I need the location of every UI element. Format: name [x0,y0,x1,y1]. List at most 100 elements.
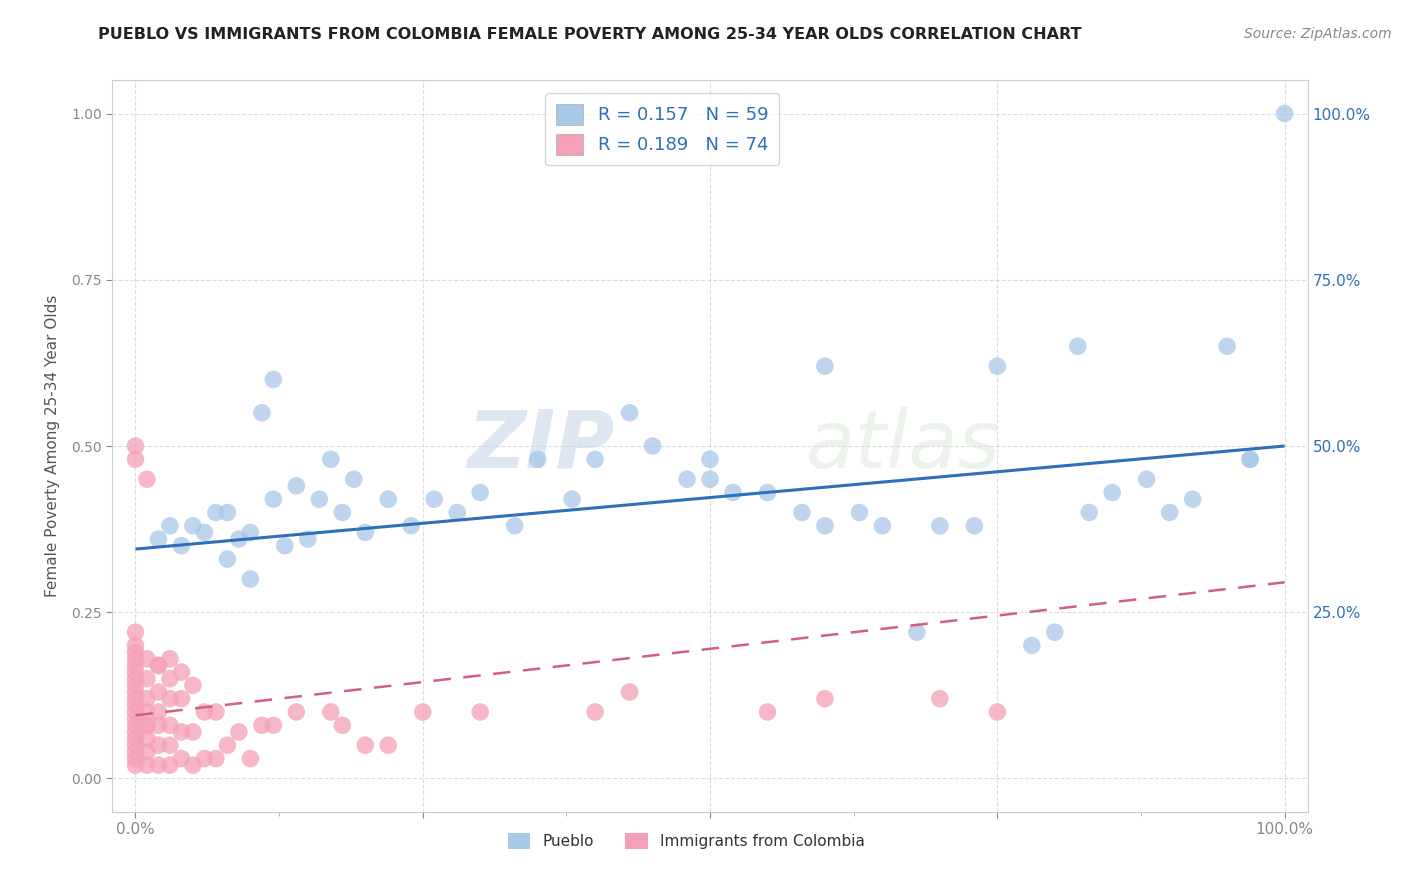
Point [124,705,146,719]
Point [148,705,170,719]
Point [756,485,779,500]
Text: Source: ZipAtlas.com: Source: ZipAtlas.com [1244,27,1392,41]
Point [159,518,181,533]
Point [619,685,641,699]
Point [124,691,146,706]
Point [377,492,399,507]
Point [136,718,159,732]
Point [170,725,193,739]
Point [319,705,342,719]
Point [193,751,215,765]
Point [124,665,146,679]
Point [205,705,228,719]
Legend: Pueblo, Immigrants from Colombia: Pueblo, Immigrants from Colombia [502,827,870,855]
Point [148,532,170,546]
Point [583,705,606,719]
Point [124,452,146,467]
Point [124,685,146,699]
Point [239,751,262,765]
Point [297,532,319,546]
Point [1078,506,1101,520]
Point [124,658,146,673]
Point [986,705,1008,719]
Point [148,738,170,752]
Point [354,525,377,540]
Point [124,639,146,653]
Point [470,485,492,500]
Point [814,359,837,374]
Point [124,672,146,686]
Point [928,518,950,533]
Point [228,532,250,546]
Point [308,492,330,507]
Point [136,652,159,666]
Point [285,705,308,719]
Point [503,518,526,533]
Point [217,506,239,520]
Point [526,452,548,467]
Point [159,672,181,686]
Point [756,705,779,719]
Point [986,359,1008,374]
Point [262,718,284,732]
Point [330,718,353,732]
Point [136,691,159,706]
Point [1101,485,1123,500]
Point [170,691,193,706]
Point [1043,625,1066,640]
Point [159,718,181,732]
Point [250,406,273,420]
Text: atlas: atlas [806,407,1001,485]
Point [1239,452,1261,467]
Point [262,492,284,507]
Point [963,518,986,533]
Point [470,705,492,719]
Point [124,698,146,713]
Point [124,625,146,640]
Point [1021,639,1043,653]
Point [136,731,159,746]
Point [583,452,606,467]
Point [412,705,434,719]
Point [1159,506,1181,520]
Point [354,738,377,752]
Text: ZIP: ZIP [467,407,614,485]
Point [205,506,228,520]
Point [319,452,342,467]
Point [872,518,894,533]
Point [250,718,273,732]
Point [124,439,146,453]
Point [148,685,170,699]
Point [148,718,170,732]
Point [148,758,170,772]
Point [124,758,146,772]
Point [1067,339,1090,353]
Point [181,758,204,772]
Point [124,731,146,746]
Point [181,678,204,692]
Point [699,452,721,467]
Point [193,705,215,719]
Point [181,725,204,739]
Point [262,372,284,386]
Point [285,479,308,493]
Point [228,725,250,739]
Point [561,492,583,507]
Point [401,518,423,533]
Point [136,472,159,486]
Point [124,751,146,765]
Point [239,572,262,586]
Point [641,439,664,453]
Y-axis label: Female Poverty Among 25-34 Year Olds: Female Poverty Among 25-34 Year Olds [45,295,60,597]
Point [181,518,204,533]
Point [217,738,239,752]
Point [814,691,837,706]
Point [1216,339,1239,353]
Point [1274,106,1296,120]
Point [1136,472,1159,486]
Point [136,718,159,732]
Point [1181,492,1204,507]
Point [170,539,193,553]
Point [136,705,159,719]
Point [928,691,950,706]
